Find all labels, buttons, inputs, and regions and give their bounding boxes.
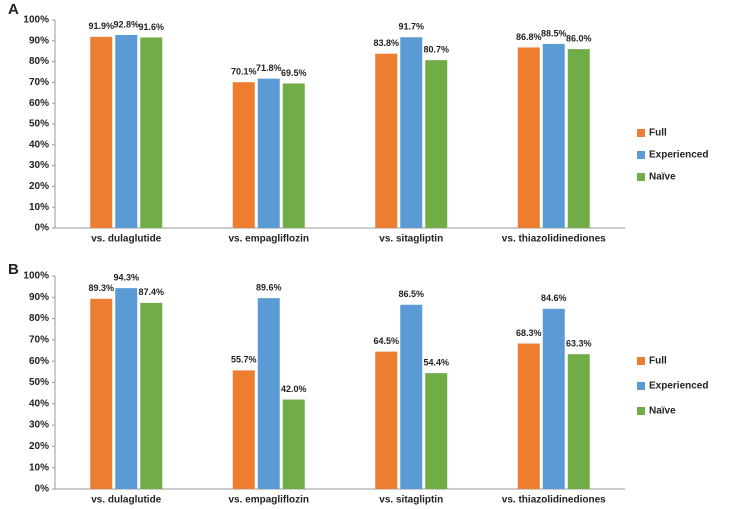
bar bbox=[425, 60, 448, 229]
y-tick-label: 0% bbox=[35, 223, 50, 234]
bar bbox=[400, 37, 423, 228]
value-label: 83.8% bbox=[373, 38, 399, 48]
y-tick-label: 70% bbox=[29, 335, 49, 346]
y-tick-label: 50% bbox=[29, 119, 49, 130]
bar bbox=[90, 298, 113, 489]
x-tick-label: vs. thiazolidinediones bbox=[502, 234, 606, 245]
value-label: 42.0% bbox=[281, 384, 307, 394]
value-label: 86.8% bbox=[516, 32, 542, 42]
value-label: 91.6% bbox=[138, 22, 164, 32]
value-label: 86.0% bbox=[566, 33, 592, 43]
y-tick-label: 10% bbox=[29, 202, 49, 213]
y-tick-label: 20% bbox=[29, 441, 49, 452]
bar bbox=[375, 351, 398, 489]
value-label: 69.5% bbox=[281, 68, 307, 78]
value-label: 94.3% bbox=[113, 273, 139, 283]
bar bbox=[517, 343, 540, 489]
x-tick-label: vs. empagliflozin bbox=[228, 495, 309, 506]
value-label: 92.8% bbox=[113, 19, 139, 29]
bar bbox=[115, 34, 138, 229]
value-label: 70.1% bbox=[231, 67, 257, 77]
y-tick-label: 100% bbox=[23, 271, 49, 282]
x-tick-label: vs. dulaglutide bbox=[91, 234, 161, 245]
bar bbox=[232, 82, 255, 228]
value-label: 88.5% bbox=[541, 28, 567, 38]
value-label: 87.4% bbox=[138, 287, 164, 297]
bar bbox=[257, 298, 280, 489]
y-tick-label: 40% bbox=[29, 398, 49, 409]
legend-label: Experienced bbox=[649, 150, 708, 161]
legend-label: Naïve bbox=[649, 406, 676, 417]
value-label: 80.7% bbox=[423, 45, 449, 55]
bar bbox=[115, 288, 138, 489]
y-tick-label: 80% bbox=[29, 313, 49, 324]
bar bbox=[90, 36, 113, 229]
value-label: 86.5% bbox=[398, 289, 424, 299]
value-label: 55.7% bbox=[231, 355, 257, 365]
value-label: 64.5% bbox=[373, 336, 399, 346]
y-tick-label: 10% bbox=[29, 462, 49, 473]
legend-label: Naïve bbox=[649, 172, 676, 183]
y-tick-label: 70% bbox=[29, 77, 49, 88]
legend-swatch bbox=[637, 357, 645, 365]
legend-label: Full bbox=[649, 128, 667, 139]
x-tick-label: vs. sitagliptin bbox=[379, 495, 443, 506]
y-tick-label: 80% bbox=[29, 56, 49, 67]
y-tick-label: 60% bbox=[29, 356, 49, 367]
panel-label: A bbox=[8, 1, 19, 18]
bar bbox=[282, 399, 305, 489]
value-label: 91.9% bbox=[88, 21, 114, 31]
y-tick-label: 40% bbox=[29, 139, 49, 150]
bar bbox=[567, 354, 590, 489]
y-tick-label: 50% bbox=[29, 377, 49, 388]
bar bbox=[257, 78, 280, 228]
y-tick-label: 30% bbox=[29, 160, 49, 171]
value-label: 89.3% bbox=[88, 283, 114, 293]
bar bbox=[375, 53, 398, 228]
bar bbox=[567, 49, 590, 229]
bar bbox=[400, 304, 423, 489]
bar bbox=[232, 370, 255, 489]
x-tick-label: vs. dulaglutide bbox=[91, 495, 161, 506]
y-tick-label: 90% bbox=[29, 292, 49, 303]
y-tick-label: 60% bbox=[29, 98, 49, 109]
y-tick-label: 20% bbox=[29, 181, 49, 192]
panel-label: B bbox=[8, 261, 19, 278]
legend-swatch bbox=[637, 407, 645, 415]
value-label: 84.6% bbox=[541, 293, 567, 303]
x-tick-label: vs. empagliflozin bbox=[228, 234, 309, 245]
value-label: 71.8% bbox=[256, 63, 282, 73]
y-tick-label: 30% bbox=[29, 420, 49, 431]
bar bbox=[425, 373, 448, 489]
legend-swatch bbox=[637, 129, 645, 137]
legend-swatch bbox=[637, 382, 645, 390]
legend-label: Experienced bbox=[649, 381, 708, 392]
bar bbox=[542, 43, 565, 228]
value-label: 54.4% bbox=[423, 358, 449, 368]
bar bbox=[282, 83, 305, 228]
value-label: 91.7% bbox=[398, 22, 424, 32]
value-label: 89.6% bbox=[256, 283, 282, 293]
legend-swatch bbox=[637, 173, 645, 181]
y-tick-label: 0% bbox=[35, 484, 50, 495]
bar bbox=[517, 47, 540, 229]
value-label: 68.3% bbox=[516, 328, 542, 338]
bar bbox=[542, 308, 565, 489]
bar bbox=[140, 302, 163, 489]
x-tick-label: vs. thiazolidinediones bbox=[502, 495, 606, 506]
bar bbox=[140, 37, 163, 228]
legend-label: Full bbox=[649, 356, 667, 367]
value-label: 63.3% bbox=[566, 339, 592, 349]
legend-swatch bbox=[637, 151, 645, 159]
y-tick-label: 90% bbox=[29, 35, 49, 46]
x-tick-label: vs. sitagliptin bbox=[379, 234, 443, 245]
y-tick-label: 100% bbox=[23, 15, 49, 26]
